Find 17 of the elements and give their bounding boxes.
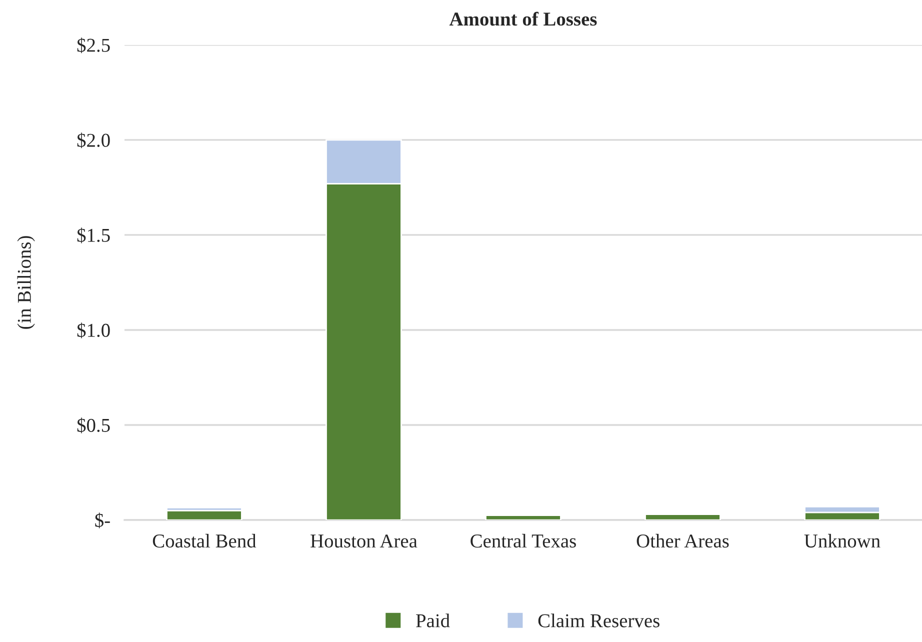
x-tick-label: Central Texas bbox=[470, 534, 576, 548]
x-tick-label: Coastal Bend bbox=[152, 534, 256, 548]
y-tick-label: $- bbox=[95, 512, 110, 528]
legend-label: Claim Reserves bbox=[538, 614, 660, 628]
y-tick-label: $0.5 bbox=[77, 418, 110, 434]
chart-title: Amount of Losses bbox=[449, 12, 597, 26]
y-tick-label: $1.0 bbox=[77, 322, 110, 338]
x-tick-label: Unknown bbox=[804, 534, 880, 548]
y-tick-label: $2.5 bbox=[77, 38, 110, 54]
y-tick-label: $2.0 bbox=[77, 132, 110, 148]
y-tick-label: $1.5 bbox=[77, 228, 110, 244]
bar bbox=[644, 514, 721, 520]
legend-label: Paid bbox=[416, 614, 450, 628]
bar bbox=[485, 514, 562, 520]
x-tick-label: Other Areas bbox=[636, 534, 729, 548]
y-axis-title: (in Billions) bbox=[17, 236, 35, 329]
x-tick-label: Houston Area bbox=[310, 534, 418, 548]
